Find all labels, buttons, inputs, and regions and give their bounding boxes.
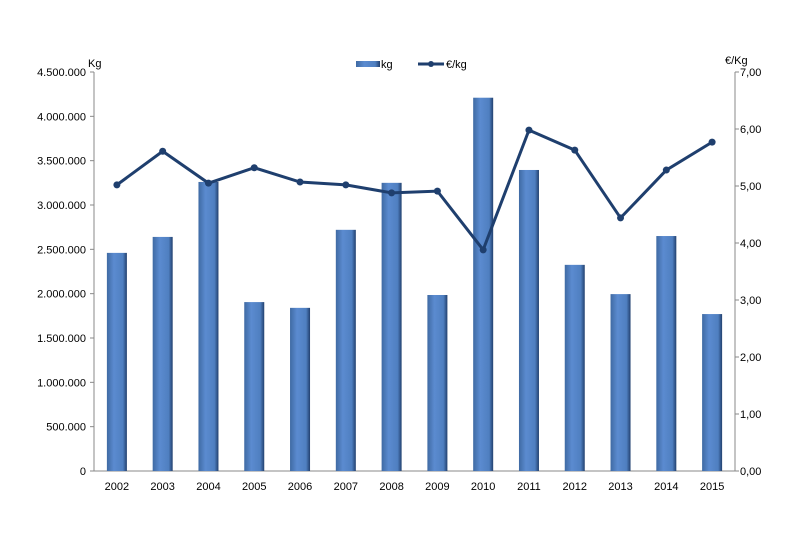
legend-marker-price	[428, 61, 434, 67]
bar-kg-2010	[473, 97, 494, 472]
y2-tick-label: 6,00	[740, 124, 761, 136]
x-tick-label: 2003	[150, 481, 174, 493]
bar-kg-2003	[152, 236, 173, 471]
point-price-2014	[662, 166, 670, 174]
y2-tick-label: 7,00	[740, 67, 761, 79]
bar-kg-2005	[244, 302, 265, 471]
point-price-2010	[479, 246, 487, 254]
bar-kg-2015	[702, 314, 723, 471]
y-tick-label: 3.000.000	[37, 200, 86, 212]
legend-label-kg: kg	[381, 59, 393, 71]
y-tick-label: 1.000.000	[37, 377, 86, 389]
y-tick-label: 2.000.000	[37, 289, 86, 301]
legend: kg €/kg	[356, 59, 467, 71]
point-price-2003	[159, 147, 167, 155]
x-tick-label: 2015	[700, 481, 724, 493]
point-price-2004	[204, 179, 212, 187]
point-price-2005	[250, 164, 258, 172]
x-tick-label: 2011	[517, 481, 541, 493]
line-price	[116, 128, 713, 253]
point-price-2012	[571, 146, 579, 154]
point-price-2006	[296, 178, 304, 186]
x-tick-label: 2006	[288, 481, 312, 493]
y-tick-label: 4.500.000	[37, 67, 86, 79]
x-tick-label: 2007	[334, 481, 358, 493]
y2-tick-label: 3,00	[740, 295, 761, 307]
y-tick-label: 4.000.000	[37, 111, 86, 123]
point-price-2013	[617, 214, 625, 222]
y2-tick-label: 2,00	[740, 352, 761, 364]
bar-kg-2004	[198, 181, 219, 472]
bar-kg-2013	[610, 294, 631, 471]
y-tick-label: 3.500.000	[37, 156, 86, 168]
bar-kg-2006	[290, 307, 311, 471]
y2-axis-label: €/Kg	[725, 55, 748, 67]
bar-kg-2007	[335, 229, 356, 471]
y-tick-label: 0	[80, 466, 86, 478]
x-tick-label: 2009	[425, 481, 449, 493]
x-tick-label: 2013	[608, 481, 632, 493]
y-tick-label: 1.500.000	[37, 333, 86, 345]
y2-tick-label: 5,00	[740, 181, 761, 193]
x-tick-label: 2002	[105, 481, 129, 493]
bar-kg-2014	[656, 236, 677, 471]
x-tick-label: 2004	[196, 481, 220, 493]
bar-kg-2012	[564, 264, 585, 471]
point-price-2009	[433, 187, 441, 195]
point-price-2007	[342, 181, 350, 189]
point-price-2011	[525, 126, 533, 134]
point-price-2015	[708, 138, 716, 146]
x-tick-label: 2005	[242, 481, 266, 493]
x-tick-label: 2010	[471, 481, 495, 493]
legend-label-price: €/kg	[446, 59, 467, 71]
bar-kg-2011	[518, 169, 539, 471]
bar-kg-2009	[427, 294, 448, 471]
y2-tick-label: 4,00	[740, 238, 761, 250]
bar-kg-2008	[381, 182, 402, 472]
legend-swatch-kg	[356, 61, 380, 67]
x-tick-label: 2008	[379, 481, 403, 493]
x-tick-label: 2014	[654, 481, 678, 493]
y-tick-label: 500.000	[46, 422, 86, 434]
x-tick-label: 2012	[563, 481, 587, 493]
bar-kg-2002	[106, 252, 127, 471]
point-price-2008	[388, 189, 396, 197]
y2-tick-label: 1,00	[740, 409, 761, 421]
point-price-2002	[113, 181, 121, 189]
y-axis-label: Kg	[88, 58, 101, 70]
y2-tick-label: 0,00	[740, 466, 761, 478]
y-tick-label: 2.500.000	[37, 244, 86, 256]
